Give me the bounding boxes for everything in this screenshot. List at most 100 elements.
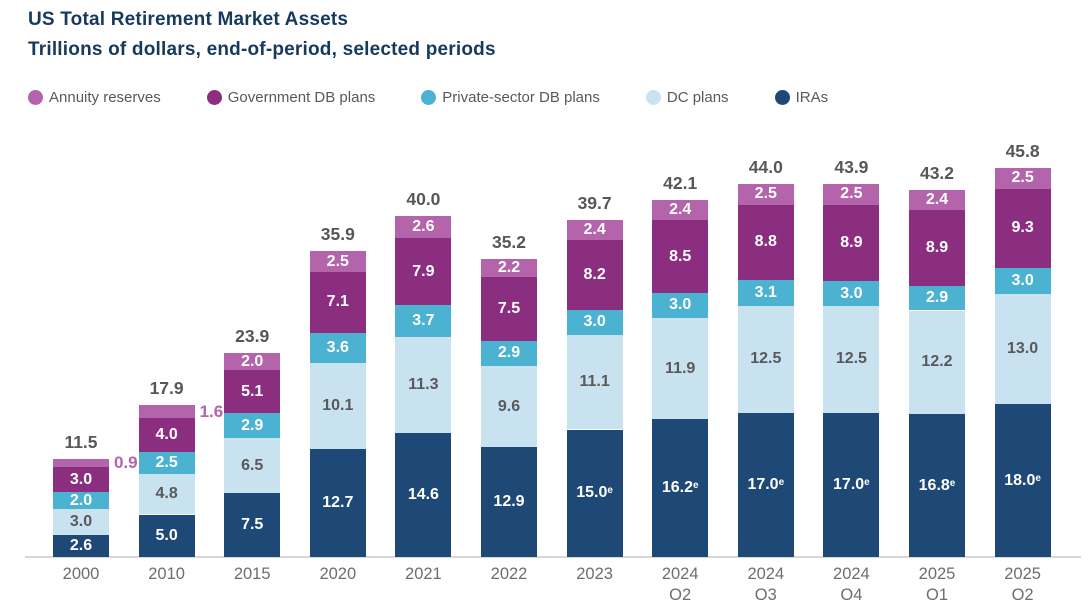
segment-government-db-plans-2024-Q2: 8.5 [652,220,709,293]
value-label: 4.8 [155,485,178,503]
value-label: 8.2 [583,265,606,283]
value-label: 8.5 [669,247,692,265]
value-label: 2.5 [754,185,777,203]
value-label: 2.4 [583,220,606,238]
segment-annuity-reserves-2024-Q2: 2.4 [652,200,709,221]
value-label: 16.2e [661,479,699,497]
total-label-2010: 17.9 [149,377,184,398]
value-label: 8.9 [925,239,949,257]
total-label-2015: 23.9 [235,326,270,346]
segment-dc-plans-2021: 11.3 [395,336,452,433]
value-label-outside: 0.9 [114,453,138,473]
segment-private-db-plans-2020: 3.6 [309,332,366,364]
value-label: 7.9 [412,262,435,280]
segment-iras-2024-Q3: 17.0e [737,412,794,557]
value-label: 9.3 [1011,219,1034,237]
segment-annuity-reserves-2021: 2.6 [395,216,452,239]
segment-government-db-plans-2025-Q2: 9.3 [994,188,1051,268]
total-label-2022: 35.2 [491,231,527,252]
chart-legend: Annuity reserves Government DB plans Priva… [28,89,828,106]
x-axis-label-2024-Q2: 2024 Q2 [661,565,699,600]
value-label: 3.0 [1011,271,1034,289]
value-label: 2.2 [497,259,521,277]
value-label: 7.1 [326,293,349,311]
value-label: 12.5 [750,350,782,368]
segment-private-db-plans-2024-Q3: 3.1 [737,279,794,307]
value-label: 11.1 [579,373,610,391]
value-label: 17.0e [833,475,870,493]
segment-private-db-plans-2024-Q2: 3.0 [652,292,709,319]
legend-dot-icon [206,90,222,105]
segment-private-db-plans-2023: 3.0 [566,309,623,336]
value-label: 3.7 [412,312,435,330]
segment-iras-2025-Q2: 18.0e [994,404,1051,557]
legend-label: DC plans [666,89,729,106]
x-axis-label-2025-Q2: 2025 Q2 [1004,565,1041,600]
value-label: 14.6 [407,485,439,503]
value-label: 3.1 [754,284,777,302]
value-label: 12.9 [493,493,525,511]
total-label-2025-Q2: 45.8 [1005,140,1040,161]
segment-iras-2010: 5.0 [138,514,195,557]
value-label: 2.6 [412,218,435,236]
value-label: 7.5 [497,300,521,318]
value-label: 9.6 [497,397,521,415]
value-label-outside: 1.6 [199,401,224,421]
segment-private-db-plans-2025-Q2: 3.0 [994,268,1051,294]
x-axis-label-2020: 2020 [319,565,357,583]
segment-annuity-reserves-2022: 2.2 [481,258,537,278]
segment-government-db-plans-2025-Q1: 8.9 [909,210,965,286]
value-label: 13.0 [1007,339,1039,357]
value-label: 11.3 [408,375,439,393]
value-label: 2.6 [69,536,93,554]
segment-iras-2020: 12.7 [309,449,366,557]
legend-dot-icon [645,90,661,105]
total-label-2020: 35.9 [320,224,355,244]
value-label: 2.0 [241,352,264,370]
segment-government-db-plans-2010: 4.0 [138,418,195,453]
value-label: 12.5 [835,350,867,368]
segment-government-db-plans-2023: 8.2 [566,239,623,310]
x-axis-label-2024-Q4: 2024 Q4 [833,565,870,600]
chart-subtitle: Trillions of dollars, end-of-period, sel… [28,39,496,60]
chart-title: US Total Retirement Market Assets [28,9,349,30]
value-label: 2.9 [925,289,949,307]
legend-label: Private-sector DB plans [442,89,600,106]
value-label: 3.0 [69,513,93,531]
x-axis-line [25,556,1081,558]
legend-item-dc-plans: DC plans [645,89,729,106]
legend-label: Annuity reserves [49,89,161,106]
segment-iras-2021: 14.6 [395,432,452,557]
segment-iras-2025-Q1: 16.8e [909,414,965,557]
segment-dc-plans-2025-Q2: 13.0 [994,293,1051,404]
legend-dot-icon [421,90,437,105]
segment-government-db-plans-2024-Q4: 8.9 [823,205,880,281]
segment-private-db-plans-2021: 3.7 [395,305,452,337]
segment-private-db-plans-2022: 2.9 [481,341,537,366]
segment-government-db-plans-2020: 7.1 [309,272,366,333]
total-label-2024-Q4: 43.9 [834,156,869,177]
segment-dc-plans-2000: 3.0 [53,509,109,535]
segment-annuity-reserves-2024-Q3: 2.5 [737,183,794,206]
value-label: 2.9 [497,344,521,362]
value-label: 7.5 [241,516,264,534]
total-label-2023: 39.7 [577,192,612,213]
segment-annuity-reserves-2020: 2.5 [309,251,366,273]
segment-dc-plans-2024-Q4: 12.5 [823,306,880,413]
total-label-2024-Q2: 42.1 [663,173,698,193]
segment-annuity-reserves-2025-Q2: 2.5 [994,167,1051,189]
value-label: 2.4 [669,201,692,219]
value-label: 10.1 [322,397,354,415]
value-label: 2.5 [326,252,349,270]
x-axis-label-2025-Q1: 2025 Q1 [918,565,956,600]
segment-dc-plans-2010: 4.8 [138,473,195,515]
total-label-2000: 11.5 [64,432,98,453]
segment-dc-plans-2023: 11.1 [566,335,623,430]
legend-item-government-db-plans: Government DB plans [206,89,375,106]
segment-government-db-plans-2000: 3.0 [53,466,109,493]
value-label: 3.0 [583,313,606,331]
segment-annuity-reserves-2024-Q4: 2.5 [823,183,880,206]
segment-private-db-plans-2025-Q1: 2.9 [909,285,965,311]
segment-annuity-reserves-2015: 2.0 [224,352,281,370]
